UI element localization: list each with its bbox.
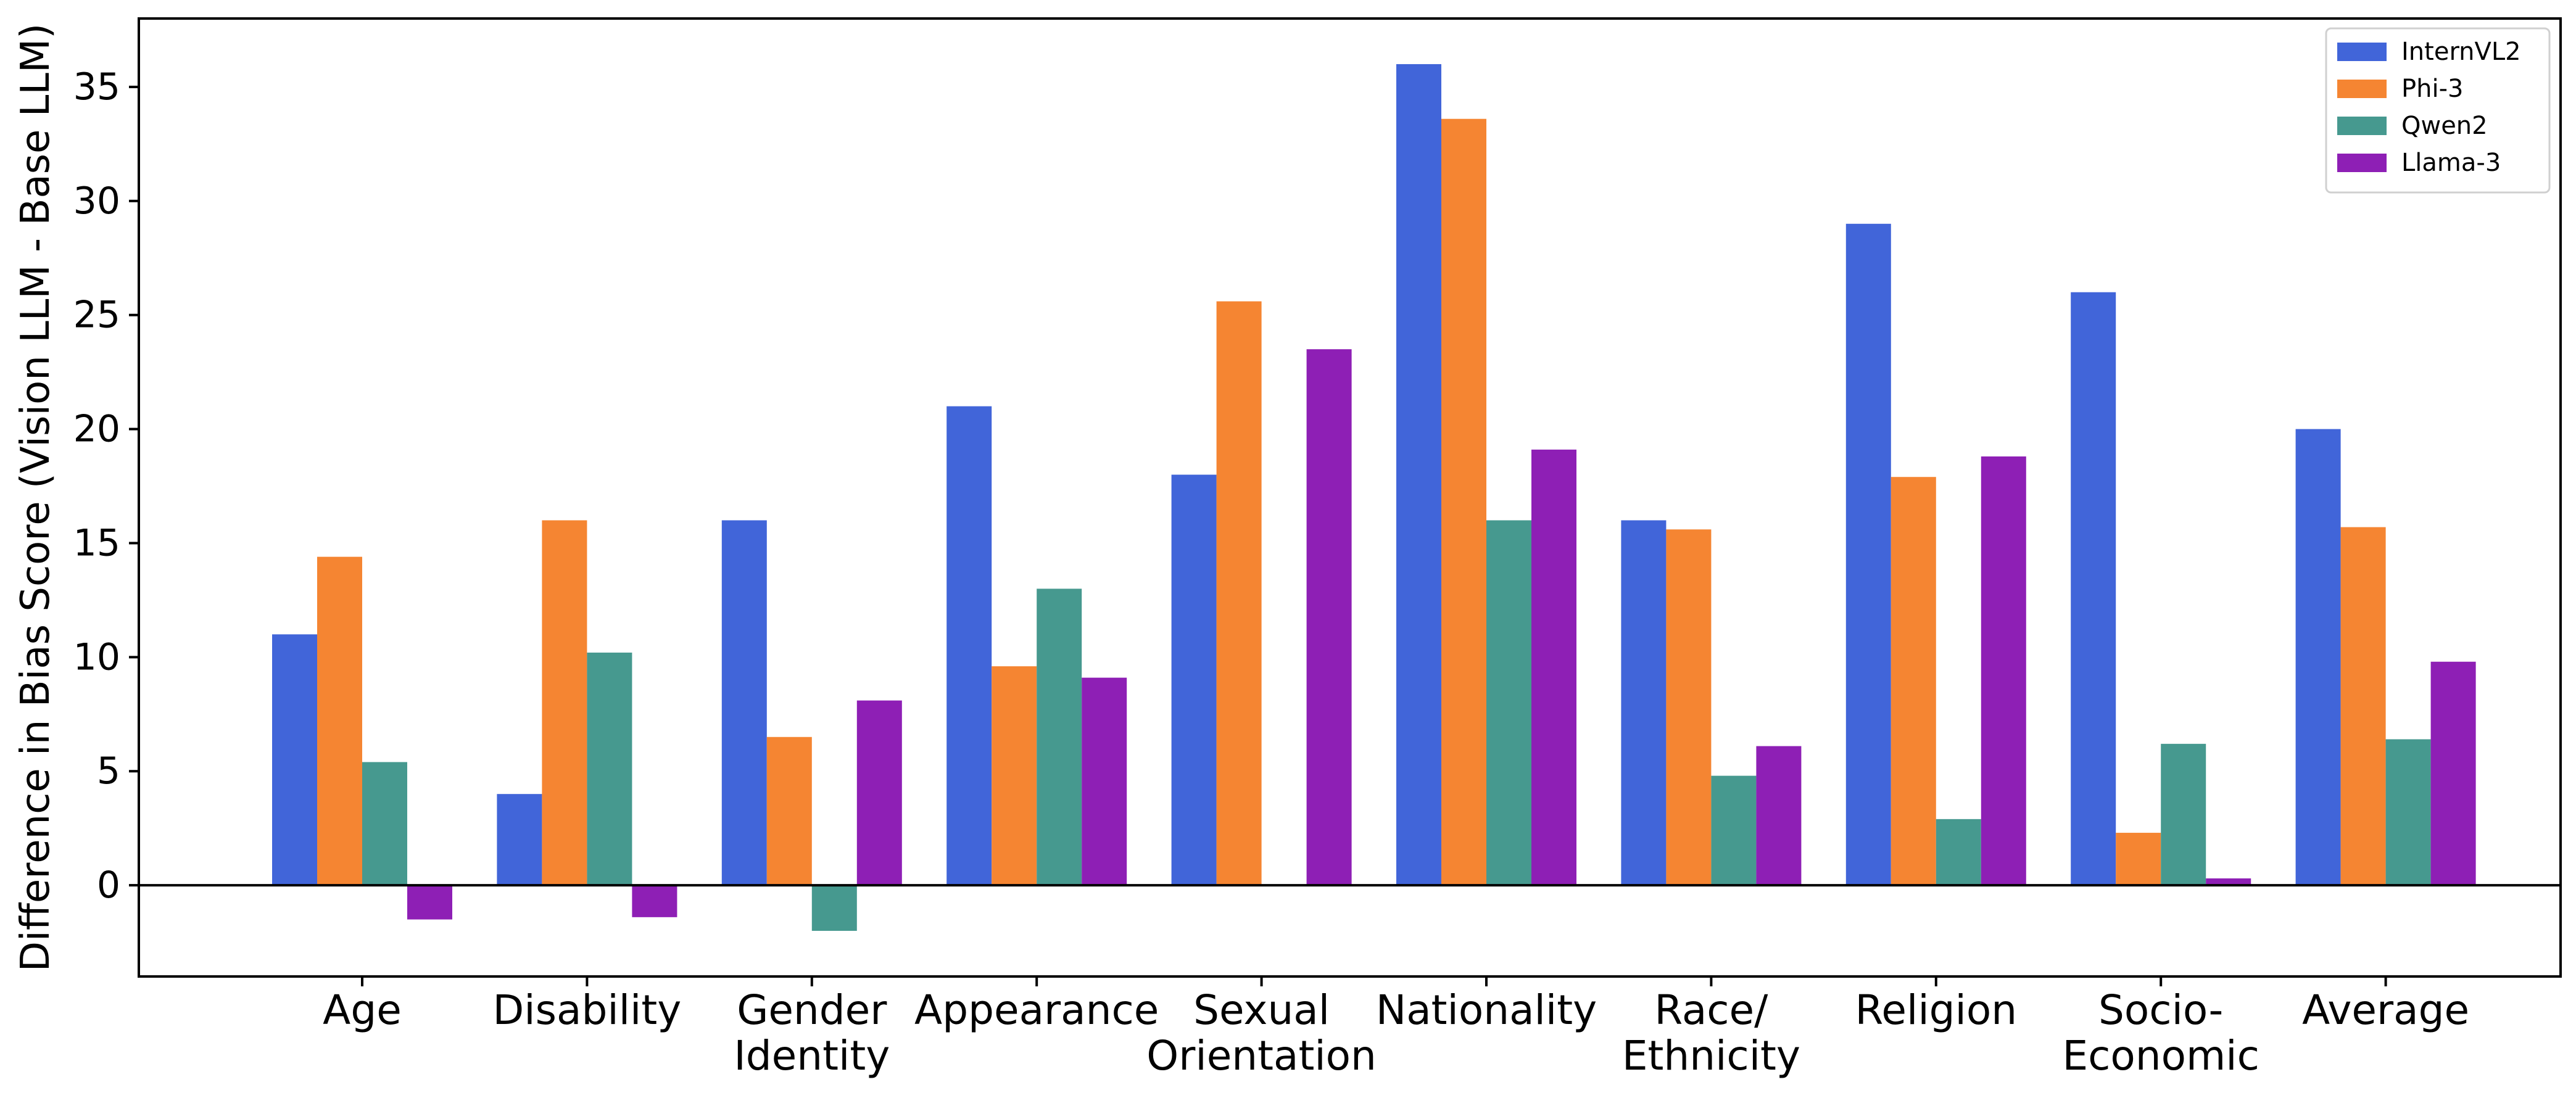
- bar-phi-3-4: [1216, 301, 1262, 886]
- bar-phi-3-7: [1891, 477, 1936, 886]
- legend-swatch-llama-3: [2337, 154, 2387, 172]
- x-tick-label: Religion: [1855, 986, 2017, 1034]
- y-axis: 0 5 10 15 20 25 30 35: [73, 65, 139, 907]
- bar-qwen2-9: [2385, 739, 2431, 886]
- bar-phi-3-1: [542, 520, 587, 886]
- bar-llama-3-1: [632, 885, 677, 917]
- legend-swatch-phi-3: [2337, 80, 2387, 98]
- legend-swatch-internvl2: [2337, 43, 2387, 61]
- x-axis: Age Disability Gender Identity Appearance Sex…: [323, 976, 2469, 1079]
- bar-internvl2-8: [2071, 292, 2116, 886]
- legend-swatch-qwen2: [2337, 117, 2387, 135]
- bar-internvl2-5: [1396, 64, 1441, 886]
- bar-phi-3-5: [1441, 118, 1486, 886]
- bar-phi-3-8: [2116, 833, 2161, 886]
- y-tick-label: 10: [73, 635, 120, 679]
- y-tick-label: 20: [73, 408, 120, 451]
- bar-internvl2-4: [1171, 474, 1217, 886]
- x-tick-label: Race/Ethnicity: [1622, 986, 1800, 1079]
- y-tick-label: 5: [97, 749, 120, 793]
- bar-llama-3-4: [1306, 349, 1352, 886]
- y-tick-label: 0: [97, 864, 120, 907]
- bar-qwen2-5: [1486, 520, 1531, 886]
- bar-qwen2-2: [811, 885, 857, 931]
- y-tick-label: 25: [73, 294, 120, 337]
- x-tick-label: Age: [323, 986, 402, 1034]
- y-tick-label: 35: [73, 65, 120, 109]
- x-tick-label: Nationality: [1376, 986, 1597, 1034]
- plot-frame: [138, 17, 2562, 978]
- bar-phi-3-0: [317, 556, 362, 886]
- bar-llama-3-7: [1981, 456, 2026, 886]
- bars: [272, 64, 2476, 931]
- x-tick-label: Socio-Economic: [2062, 986, 2259, 1079]
- x-tick-label: Sexual Orientation: [1146, 986, 1377, 1079]
- bar-llama-3-2: [856, 700, 902, 886]
- bar-phi-3-3: [992, 666, 1037, 886]
- bar-phi-3-9: [2340, 527, 2386, 886]
- bar-llama-3-3: [1082, 677, 1127, 886]
- bar-internvl2-9: [2295, 429, 2341, 886]
- legend-label-internvl2: InternVL2: [2401, 38, 2521, 66]
- bar-llama-3-0: [407, 885, 452, 920]
- x-tick-label: Disability: [492, 986, 681, 1034]
- y-tick-label: 30: [73, 180, 120, 223]
- legend-label-phi-3: Phi-3: [2401, 75, 2463, 103]
- bar-qwen2-1: [587, 652, 632, 886]
- bar-phi-3-2: [766, 737, 812, 886]
- bar-internvl2-1: [497, 794, 542, 886]
- bar-qwen2-7: [1936, 819, 1981, 886]
- bar-phi-3-6: [1666, 529, 1712, 886]
- bar-internvl2-0: [272, 634, 317, 886]
- y-axis-label: Difference in Bias Score (Vision LLM - B…: [13, 23, 59, 972]
- x-tick-label: Gender Identity: [734, 986, 890, 1079]
- bar-qwen2-8: [2161, 743, 2206, 886]
- bar-qwen2-3: [1037, 588, 1082, 886]
- bar-internvl2-7: [1845, 223, 1891, 886]
- bar-llama-3-9: [2430, 661, 2476, 886]
- bar-internvl2-3: [946, 406, 992, 886]
- bar-qwen2-6: [1711, 775, 1757, 886]
- bar-llama-3-8: [2206, 878, 2251, 886]
- bar-internvl2-2: [721, 520, 767, 886]
- x-tick-label: Appearance: [914, 986, 1159, 1034]
- legend-label-qwen2: Qwen2: [2401, 112, 2488, 140]
- bar-internvl2-6: [1621, 520, 1667, 886]
- bar-qwen2-0: [362, 762, 407, 886]
- y-tick-label: 15: [73, 521, 120, 564]
- legend-label-llama-3: Llama-3: [2401, 149, 2501, 177]
- legend-box: [2325, 27, 2551, 194]
- legend: InternVL2 Phi-3 Qwen2 Llama-3: [2325, 27, 2551, 194]
- bar-llama-3-5: [1531, 449, 1576, 886]
- x-tick-label: Average: [2302, 986, 2469, 1034]
- bar-llama-3-6: [1756, 746, 1802, 886]
